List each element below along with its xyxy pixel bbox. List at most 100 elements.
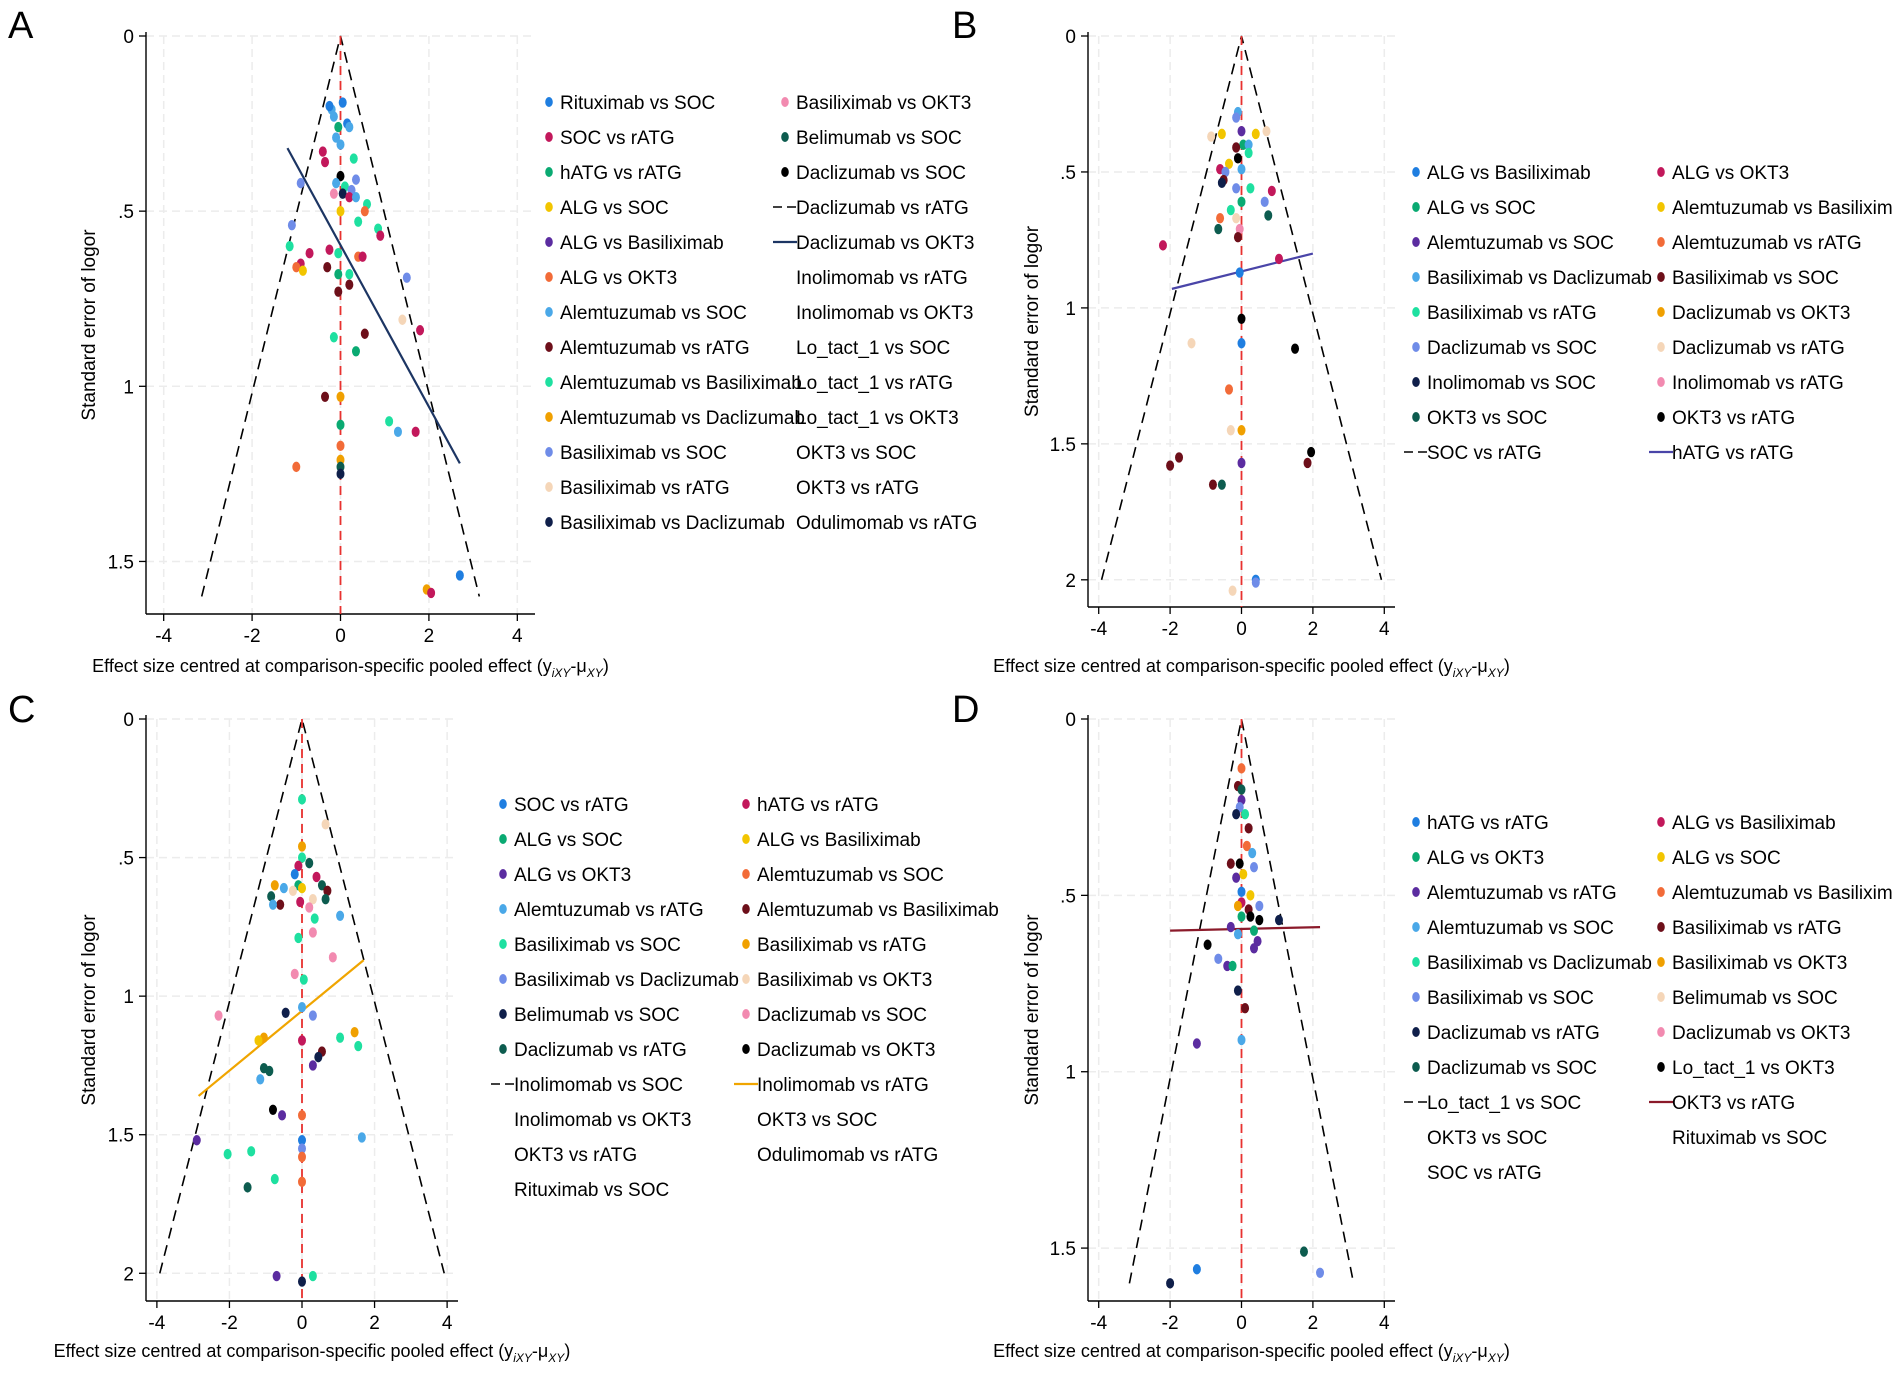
legend-marker: [499, 834, 507, 844]
legend-item: Rituximab vs SOC: [514, 1180, 669, 1201]
x-tick-label: -2: [244, 626, 261, 647]
legend-label: OKT3 vs SOC: [1427, 408, 1547, 429]
data-point: [308, 1270, 317, 1282]
legend-label: Daclizumab vs rATG: [1427, 1023, 1600, 1044]
legend-label: SOC vs rATG: [1427, 1163, 1542, 1184]
legend-marker: [1412, 887, 1420, 897]
y-tick-label: 1.5: [1050, 1239, 1076, 1260]
data-point: [1255, 900, 1264, 912]
data-point: [298, 1143, 306, 1154]
legend-item: ALG vs OKT3: [1412, 848, 1544, 869]
legend-item: SOC vs rATG: [1427, 1163, 1542, 1184]
legend-marker: [742, 1009, 750, 1019]
data-point: [1239, 869, 1248, 880]
legend-item: ALG vs SOC: [1412, 198, 1536, 219]
legend-item: Alemtuzumab vs Basiliximab: [742, 900, 999, 921]
data-point: [1226, 921, 1235, 933]
data-point: [411, 426, 420, 438]
data-point: [298, 841, 306, 852]
legend-label: Daclizumab vs OKT3: [1672, 303, 1850, 324]
legend-item: Lo_tact_1 vs OKT3: [796, 408, 959, 429]
data-point: [1221, 166, 1230, 178]
legend-item: Lo_tact_1 vs OKT3: [1657, 1058, 1835, 1079]
data-point: [1237, 338, 1246, 349]
legend-marker: [499, 904, 507, 914]
legend-item: Daclizumab vs OKT3: [1657, 1023, 1850, 1044]
legend-marker: [1657, 342, 1665, 352]
legend-marker: [1657, 167, 1665, 177]
legend-label: Basiliximab vs rATG: [757, 935, 927, 956]
data-point: [1232, 142, 1241, 153]
legend-marker: [1412, 342, 1420, 352]
data-point: [1233, 153, 1242, 164]
legend-label: ALG vs Basiliximab: [1672, 813, 1836, 834]
legend-item: Alemtuzumab vs SOC: [742, 865, 944, 886]
data-point: [329, 332, 338, 343]
data-point: [1226, 425, 1235, 436]
data-point: [329, 188, 338, 199]
data-point: [1228, 585, 1237, 596]
data-point: [1237, 196, 1246, 208]
x-tick-label: 2: [369, 1313, 380, 1334]
legend-item: Daclizumab vs SOC: [742, 1005, 927, 1026]
legend-marker: [1657, 412, 1665, 422]
data-point: [1232, 212, 1241, 224]
data-point: [427, 587, 436, 599]
data-point: [1233, 985, 1242, 996]
legend-marker: [1657, 1027, 1665, 1037]
data-point: [1241, 1003, 1250, 1014]
legend-label: Alemtuzumab vs Basiliximab: [757, 900, 999, 921]
legend-item: Basiliximab vs Daclizumab: [545, 513, 785, 534]
legend-label: Alemtuzumab vs Basiliximab: [560, 373, 802, 394]
data-point: [1299, 1246, 1308, 1257]
legend-label: OKT3 vs SOC: [796, 443, 916, 464]
data-point: [299, 974, 308, 985]
legend-label: Inolimomab vs rATG: [796, 268, 968, 289]
legend-marker: [742, 799, 750, 809]
legend-item: Basiliximab vs OKT3: [781, 93, 971, 114]
legend-item: Inolimomab vs rATG: [734, 1075, 929, 1096]
legend-label: SOC vs rATG: [1427, 443, 1542, 464]
legend-marker: [499, 939, 507, 949]
legend-item: Alemtuzumab vs Basiliximab: [545, 373, 802, 394]
legend-label: Lo_tact_1 vs OKT3: [796, 408, 959, 429]
legend-marker: [545, 307, 553, 317]
legend-item: OKT3 vs SOC: [757, 1110, 877, 1131]
data-point: [276, 899, 285, 910]
legend-item: Daclizumab vs rATG: [1412, 1023, 1600, 1044]
data-point: [278, 1110, 287, 1121]
regression-line: [286, 147, 461, 464]
legend-marker: [545, 132, 553, 142]
x-tick-label: 2: [1308, 619, 1319, 640]
data-point: [1228, 960, 1237, 972]
x-tick-label: 0: [1236, 619, 1247, 640]
y-tick-label: 1.5: [1050, 435, 1076, 456]
legend-marker: [742, 869, 750, 879]
data-point: [376, 230, 385, 241]
legend-label: ALG vs Basiliximab: [757, 830, 921, 851]
legend-label: Daclizumab vs OKT3: [796, 233, 974, 254]
legend-label: Alemtuzumab vs SOC: [560, 303, 747, 324]
data-point: [243, 1182, 252, 1193]
y-axis-label: Standard error of logor: [1022, 225, 1043, 417]
data-point: [1225, 158, 1234, 169]
data-point: [1232, 809, 1241, 820]
legend-item: Alemtuzumab vs rATG: [499, 900, 704, 921]
legend-label: OKT3 vs SOC: [757, 1110, 877, 1131]
legend-label: Alemtuzumab vs rATG: [1427, 883, 1617, 904]
data-point: [345, 121, 354, 133]
data-point: [1246, 890, 1255, 901]
data-point: [298, 1035, 306, 1046]
legend-marker: [1657, 237, 1665, 247]
legend-label: OKT3 vs rATG: [1672, 408, 1795, 429]
y-tick-label: .5: [1060, 886, 1076, 907]
data-point: [325, 244, 334, 255]
data-point: [1158, 240, 1167, 251]
legend-label: Daclizumab vs rATG: [796, 198, 969, 219]
data-point: [308, 893, 317, 905]
legend-item: Lo_tact_1 vs SOC: [1404, 1093, 1581, 1114]
legend-marker: [742, 939, 750, 949]
legend-marker: [545, 202, 553, 212]
legend-label: ALG vs OKT3: [514, 865, 631, 886]
